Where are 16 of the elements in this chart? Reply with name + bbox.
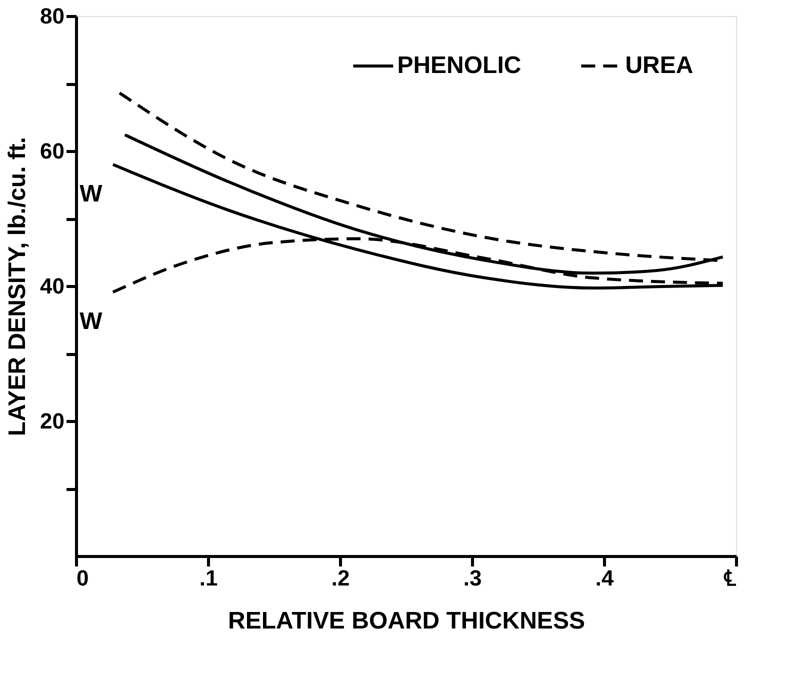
y-tick-label: 60 xyxy=(40,138,64,164)
x-tick-label: 0 xyxy=(76,566,89,590)
annotation: W xyxy=(80,308,103,336)
y-tick-label: 40 xyxy=(40,274,64,298)
legend-label: UREA xyxy=(625,52,694,79)
annotation: W xyxy=(80,180,103,208)
y-tick-label: 80 xyxy=(40,4,64,28)
y-tick-label: 20 xyxy=(40,408,64,434)
x-tick-label: .2 xyxy=(331,566,350,590)
legend-label: PHENOLIC xyxy=(397,52,522,79)
x-tick-label: ℄ xyxy=(724,566,736,590)
x-tick-label: .4 xyxy=(595,566,614,590)
x-tick-label: .3 xyxy=(463,566,482,590)
x-tick-label: .1 xyxy=(199,566,218,590)
y-axis-title: LAYER DENSITY, lb./cu. ft. xyxy=(4,136,32,436)
x-axis-title: RELATIVE BOARD THICKNESS xyxy=(228,608,585,634)
